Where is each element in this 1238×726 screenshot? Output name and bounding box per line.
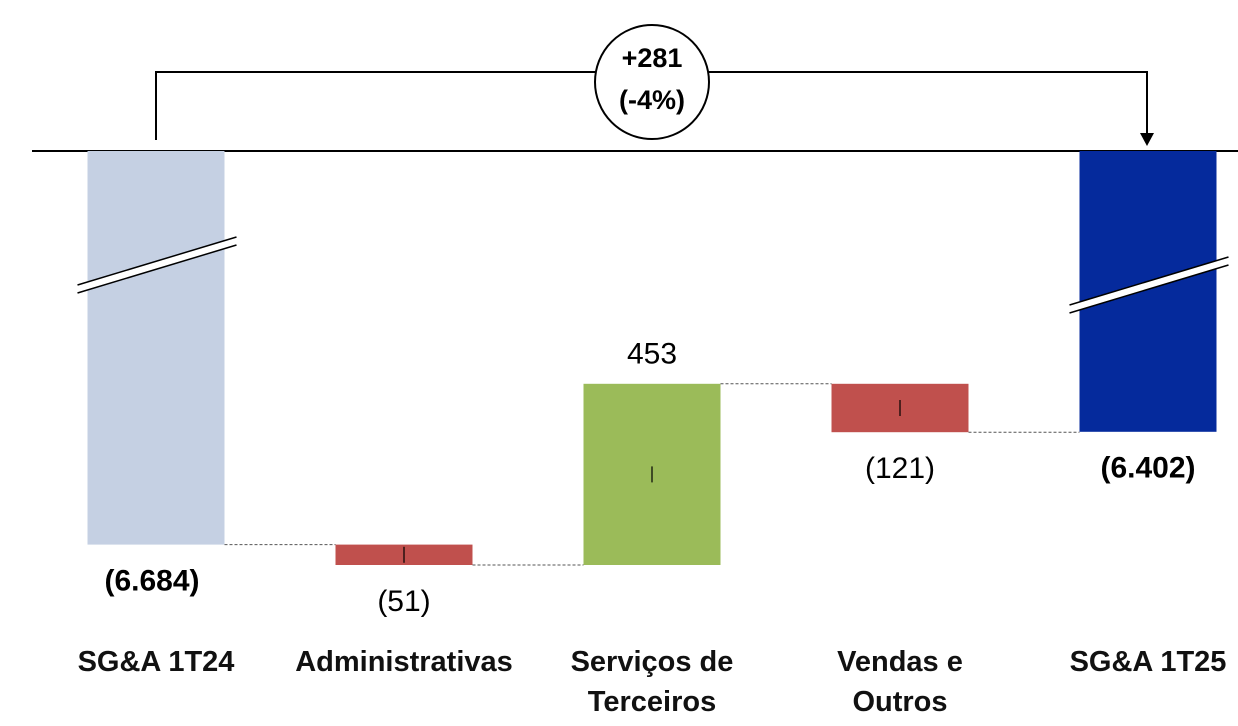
category-label: SG&A 1T24 [77, 646, 235, 678]
value-label: (121) [865, 452, 935, 485]
annotation-text: +281 [622, 43, 683, 73]
value-label: (6.402) [1100, 452, 1195, 485]
bar [1079, 151, 1217, 432]
category-label: Serviços de Terceiros [570, 646, 734, 718]
category-label: SG&A 1T25 [1069, 646, 1227, 678]
axis-break [77, 244, 237, 294]
axis-break [77, 236, 237, 286]
axis-break [1069, 264, 1229, 314]
value-label: (51) [377, 585, 430, 618]
category-label: Administrativas [295, 646, 513, 678]
value-label: (6.684) [104, 565, 199, 598]
arrow-head [1140, 133, 1154, 146]
annotation-circle [594, 24, 710, 140]
annotation-text: (-4%) [619, 85, 685, 115]
bar [87, 151, 225, 545]
axis-break [1068, 257, 1230, 313]
axis-break [1069, 256, 1229, 306]
value-label: 453 [627, 338, 677, 371]
category-label: Vendas e Outros [837, 646, 963, 718]
axis-break [76, 237, 238, 293]
